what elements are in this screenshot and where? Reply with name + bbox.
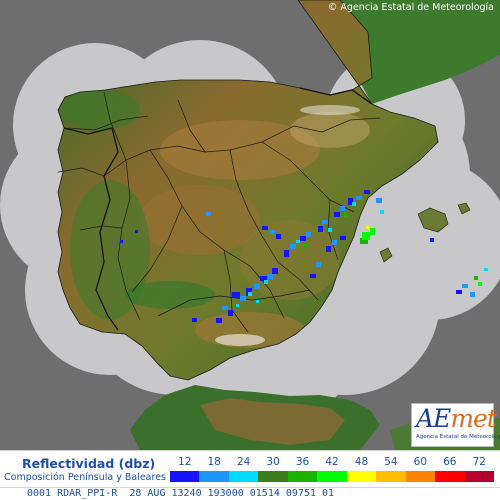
logo-wordmark: AEmet bbox=[416, 404, 497, 433]
legend-color-swatch bbox=[228, 471, 259, 482]
legend-color-swatch bbox=[287, 471, 318, 482]
legend-scale-label: 48 bbox=[354, 456, 369, 468]
copyright-notice: © Agencia Estatal de Meteorología bbox=[327, 2, 494, 13]
legend-scale-label: 12 bbox=[178, 456, 192, 468]
legend-scale-label: 18 bbox=[207, 456, 221, 468]
legend-scale-label: 66 bbox=[443, 456, 457, 468]
legend-color-swatch bbox=[376, 471, 407, 482]
logo-word-part2: met bbox=[450, 404, 497, 433]
legend-title: Reflectividad (dbz) bbox=[22, 456, 156, 471]
legend-scale-label: 36 bbox=[295, 456, 310, 468]
logo-word-part1: AE bbox=[416, 404, 451, 433]
legend-color-swatch bbox=[317, 471, 348, 482]
logo-subtitle: Agencia Estatal de Meteorología bbox=[416, 434, 500, 440]
legend-scale-label: 42 bbox=[325, 456, 339, 468]
legend-scale-label: 24 bbox=[236, 456, 251, 468]
legend-scale-labels: 12 18 24 30 36 42 48 54 60 66 72 bbox=[170, 456, 494, 470]
legend-scale-label: 30 bbox=[266, 456, 280, 468]
legend-color-swatch bbox=[170, 471, 200, 482]
aemet-logo: AEmet Agencia Estatal de Meteorología bbox=[411, 403, 500, 447]
iberian-peninsula bbox=[57, 0, 439, 381]
legend-color-swatch bbox=[199, 471, 230, 482]
national-borders bbox=[63, 87, 373, 331]
legend-color-swatch bbox=[435, 471, 466, 482]
radar-echoes bbox=[120, 190, 488, 323]
legend-subtitle: Composición Península y Baleares bbox=[4, 472, 166, 483]
legend-color-swatch bbox=[464, 471, 495, 482]
legend-color-swatch bbox=[346, 471, 377, 482]
legend-scale-label: 60 bbox=[413, 456, 428, 468]
reflectivity-legend: Reflectividad (dbz) Composición Penínsul… bbox=[0, 450, 500, 487]
radar-product-status-line: 0001 RDAR_PPI-R 28 AUG 13240 193000 0151… bbox=[0, 487, 500, 500]
legend-color-scale bbox=[170, 471, 495, 482]
legend-scale-label: 72 bbox=[472, 456, 486, 468]
legend-color-swatch bbox=[258, 471, 289, 482]
province-borders bbox=[57, 91, 381, 333]
legend-scale-label: 54 bbox=[384, 456, 398, 468]
legend-color-swatch bbox=[405, 471, 436, 482]
balearic-islands bbox=[379, 202, 471, 263]
radar-map bbox=[0, 0, 500, 450]
